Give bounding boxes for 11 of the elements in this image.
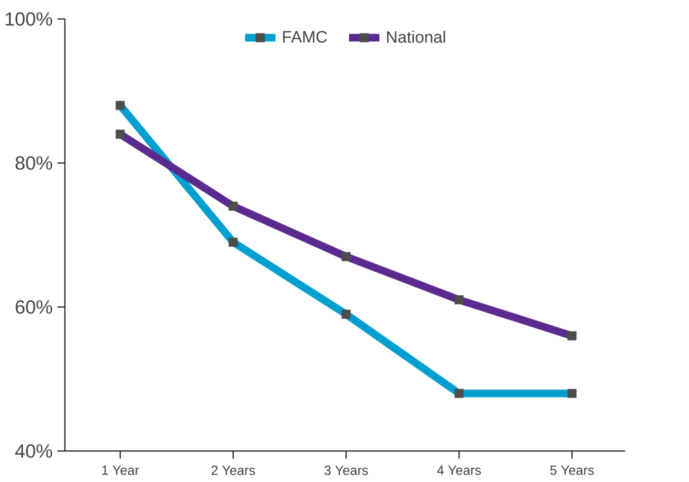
y-tick-label: 60%: [16, 300, 52, 314]
x-tick-label: 2 Years: [212, 465, 255, 475]
x-tick-label: 3 Years: [324, 465, 368, 475]
y-tick-label: 100%: [6, 12, 52, 26]
y-tick-label: 80%: [16, 156, 52, 170]
legend-label: FAMC: [283, 30, 327, 42]
x-tick-label: 1 Year: [102, 465, 139, 475]
y-tick-label: 40%: [15, 444, 52, 458]
x-tick-label: 4 Years: [437, 465, 481, 475]
legend-label: National: [387, 30, 446, 43]
x-tick-label: 5 Years: [550, 465, 594, 475]
